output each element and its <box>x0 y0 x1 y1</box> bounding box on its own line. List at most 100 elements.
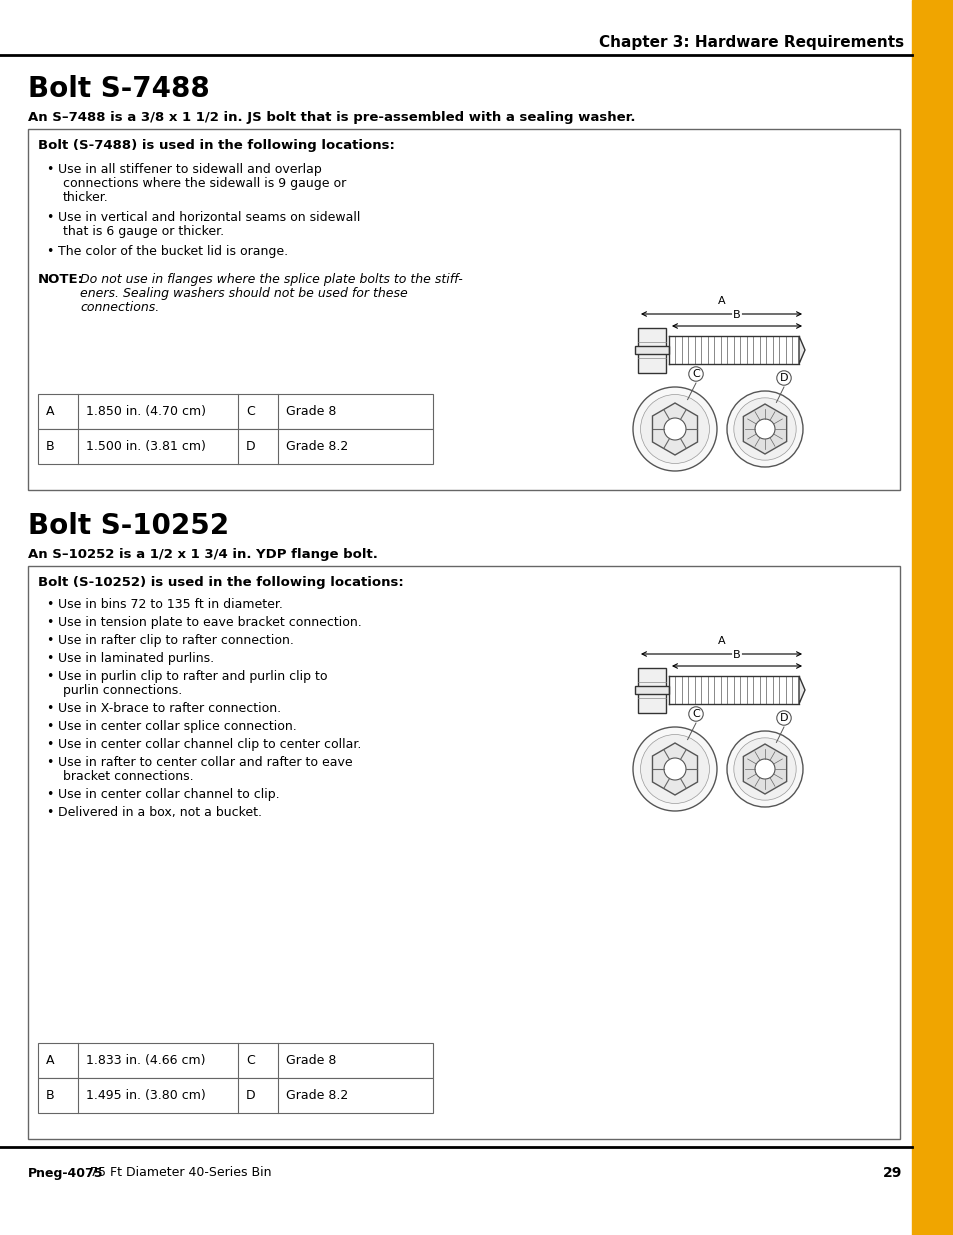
Polygon shape <box>742 743 786 794</box>
Text: C: C <box>246 1053 254 1067</box>
Text: 1.850 in. (4.70 cm): 1.850 in. (4.70 cm) <box>86 405 206 417</box>
Text: •: • <box>46 720 53 734</box>
Text: D: D <box>779 373 787 383</box>
Text: •: • <box>46 163 53 177</box>
Circle shape <box>663 417 685 440</box>
Text: •: • <box>46 211 53 224</box>
Polygon shape <box>652 403 697 454</box>
Bar <box>638 667 665 713</box>
Text: thicker.: thicker. <box>63 191 109 204</box>
Text: An S–7488 is a 3/8 x 1 1/2 in. JS bolt that is pre-assembled with a sealing wash: An S–7488 is a 3/8 x 1 1/2 in. JS bolt t… <box>28 111 635 124</box>
Polygon shape <box>799 676 804 704</box>
Text: Pneg-4075: Pneg-4075 <box>28 1167 103 1179</box>
Text: eners. Sealing washers should not be used for these: eners. Sealing washers should not be use… <box>80 287 407 300</box>
Text: Do not use in flanges where the splice plate bolts to the stiff-: Do not use in flanges where the splice p… <box>80 273 462 287</box>
Text: 75 Ft Diameter 40-Series Bin: 75 Ft Diameter 40-Series Bin <box>86 1167 272 1179</box>
Text: The color of the bucket lid is orange.: The color of the bucket lid is orange. <box>58 245 288 258</box>
Circle shape <box>733 398 796 461</box>
Text: connections.: connections. <box>80 301 159 314</box>
Polygon shape <box>652 743 697 795</box>
Bar <box>635 685 668 694</box>
Text: A: A <box>717 296 724 306</box>
Text: Delivered in a box, not a bucket.: Delivered in a box, not a bucket. <box>58 806 262 819</box>
Text: •: • <box>46 701 53 715</box>
Text: purlin connections.: purlin connections. <box>63 684 182 697</box>
Circle shape <box>726 731 802 806</box>
Bar <box>28 128 899 490</box>
Text: B: B <box>733 310 740 320</box>
Text: •: • <box>46 652 53 664</box>
Text: Use in rafter clip to rafter connection.: Use in rafter clip to rafter connection. <box>58 634 294 647</box>
Text: •: • <box>46 598 53 611</box>
Text: Bolt (S-10252) is used in the following locations:: Bolt (S-10252) is used in the following … <box>38 576 403 589</box>
Text: A: A <box>717 636 724 646</box>
Text: A: A <box>46 405 54 417</box>
Text: D: D <box>246 1089 255 1102</box>
Text: •: • <box>46 616 53 629</box>
Text: Bolt S-10252: Bolt S-10252 <box>28 513 229 540</box>
Text: Bolt S-7488: Bolt S-7488 <box>28 75 210 103</box>
Text: Use in rafter to center collar and rafter to eave: Use in rafter to center collar and rafte… <box>58 756 353 769</box>
Text: •: • <box>46 634 53 647</box>
Text: 1.833 in. (4.66 cm): 1.833 in. (4.66 cm) <box>86 1053 205 1067</box>
Text: •: • <box>46 788 53 802</box>
Text: Use in X-brace to rafter connection.: Use in X-brace to rafter connection. <box>58 701 281 715</box>
Text: Use in bins 72 to 135 ft in diameter.: Use in bins 72 to 135 ft in diameter. <box>58 598 283 611</box>
Bar <box>668 336 799 364</box>
Bar <box>38 394 433 429</box>
Text: C: C <box>691 709 700 719</box>
Text: Use in all stiffener to sidewall and overlap: Use in all stiffener to sidewall and ove… <box>58 163 321 177</box>
Circle shape <box>754 419 774 438</box>
Text: Use in center collar channel to clip.: Use in center collar channel to clip. <box>58 788 279 802</box>
Text: Use in center collar splice connection.: Use in center collar splice connection. <box>58 720 296 734</box>
Text: Grade 8.2: Grade 8.2 <box>286 440 348 453</box>
Text: bracket connections.: bracket connections. <box>63 769 193 783</box>
Circle shape <box>663 758 685 781</box>
Bar <box>38 1078 433 1113</box>
Text: An S–10252 is a 1/2 x 1 3/4 in. YDP flange bolt.: An S–10252 is a 1/2 x 1 3/4 in. YDP flan… <box>28 548 377 561</box>
Polygon shape <box>799 336 804 364</box>
Circle shape <box>639 394 709 463</box>
Bar <box>38 429 433 464</box>
Text: that is 6 gauge or thicker.: that is 6 gauge or thicker. <box>63 225 224 238</box>
Bar <box>38 1044 433 1078</box>
Text: Grade 8: Grade 8 <box>286 1053 336 1067</box>
Text: Bolt (S-7488) is used in the following locations:: Bolt (S-7488) is used in the following l… <box>38 140 395 152</box>
Text: •: • <box>46 806 53 819</box>
Text: Chapter 3: Hardware Requirements: Chapter 3: Hardware Requirements <box>598 35 903 49</box>
Bar <box>911 0 953 1235</box>
Text: C: C <box>691 369 700 379</box>
Polygon shape <box>742 404 786 454</box>
Text: A: A <box>46 1053 54 1067</box>
Text: •: • <box>46 756 53 769</box>
Text: Use in vertical and horizontal seams on sidewall: Use in vertical and horizontal seams on … <box>58 211 360 224</box>
Text: Use in center collar channel clip to center collar.: Use in center collar channel clip to cen… <box>58 739 361 751</box>
Text: NOTE:: NOTE: <box>38 273 84 287</box>
Text: Use in tension plate to eave bracket connection.: Use in tension plate to eave bracket con… <box>58 616 361 629</box>
Text: Use in purlin clip to rafter and purlin clip to: Use in purlin clip to rafter and purlin … <box>58 671 327 683</box>
Text: •: • <box>46 671 53 683</box>
Circle shape <box>633 727 717 811</box>
Text: connections where the sidewall is 9 gauge or: connections where the sidewall is 9 gaug… <box>63 177 346 190</box>
Text: 29: 29 <box>882 1166 901 1179</box>
Bar <box>635 346 668 354</box>
Circle shape <box>726 391 802 467</box>
Text: Grade 8: Grade 8 <box>286 405 336 417</box>
Bar <box>28 566 899 1139</box>
Circle shape <box>754 760 774 779</box>
Text: Use in laminated purlins.: Use in laminated purlins. <box>58 652 213 664</box>
Circle shape <box>733 737 796 800</box>
Text: 1.495 in. (3.80 cm): 1.495 in. (3.80 cm) <box>86 1089 206 1102</box>
Text: B: B <box>46 1089 54 1102</box>
Text: B: B <box>733 650 740 659</box>
Text: 1.500 in. (3.81 cm): 1.500 in. (3.81 cm) <box>86 440 206 453</box>
Circle shape <box>639 735 709 804</box>
Text: •: • <box>46 739 53 751</box>
Text: D: D <box>246 440 255 453</box>
Text: D: D <box>779 713 787 722</box>
Text: C: C <box>246 405 254 417</box>
Bar <box>668 676 799 704</box>
Text: •: • <box>46 245 53 258</box>
Bar <box>638 327 665 373</box>
Circle shape <box>633 387 717 471</box>
